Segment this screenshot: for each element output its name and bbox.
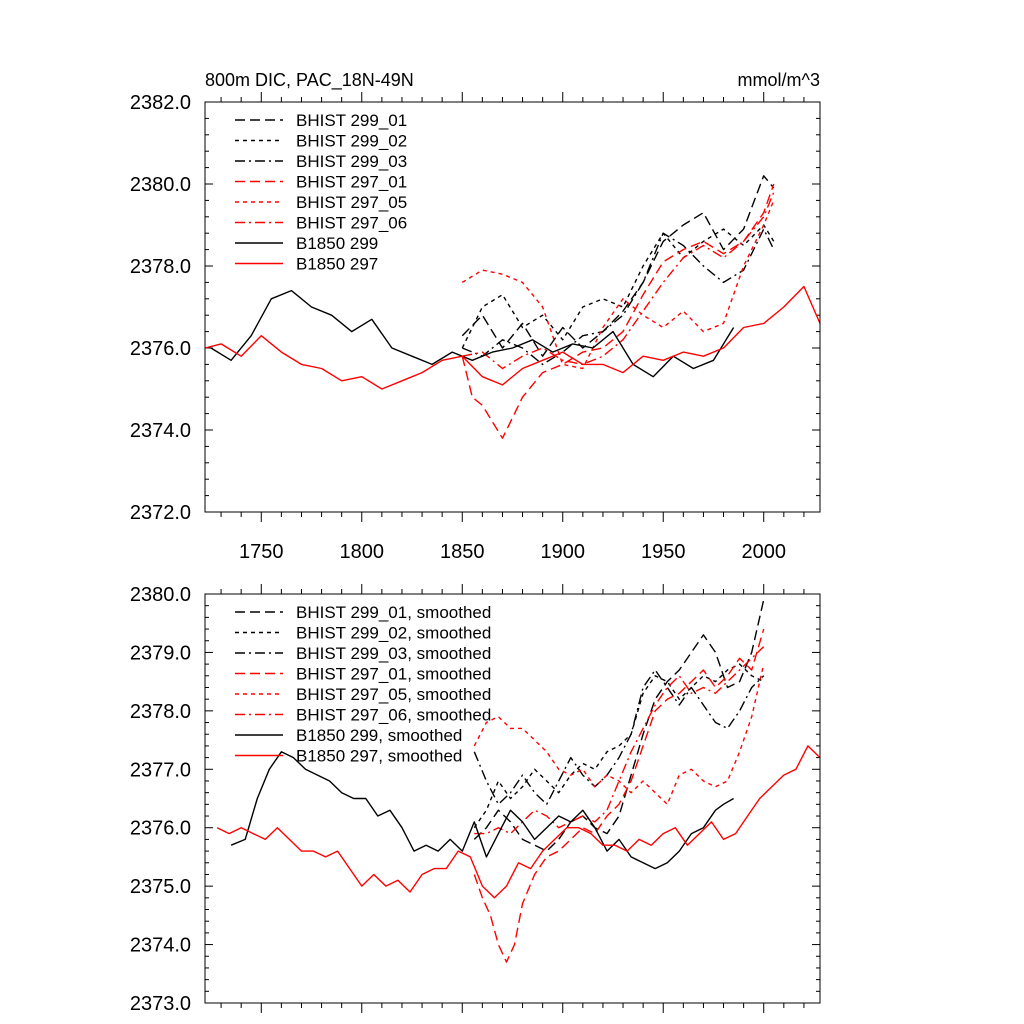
legend-label: BHIST 297_06, smoothed bbox=[296, 706, 491, 725]
x-tick-label: 2000 bbox=[741, 541, 786, 563]
y-tick-label: 2376.0 bbox=[130, 338, 191, 360]
top-panel: 800m DIC, PAC_18N-49N mmol/m^3 2372.0237… bbox=[130, 70, 821, 563]
legend-label: BHIST 297_05, smoothed bbox=[296, 685, 491, 704]
series-line bbox=[462, 228, 775, 366]
top-panel-axes: 2372.0 2374.0 2376.0 2378.0 2380.0 2382.0 1750… bbox=[130, 92, 820, 563]
y-tick-label: 2379.0 bbox=[130, 642, 191, 664]
legend-label: BHIST 299_01 bbox=[296, 111, 407, 130]
series-line bbox=[216, 745, 821, 899]
series-line bbox=[473, 663, 765, 805]
top-panel-frame bbox=[204, 101, 821, 513]
series-line bbox=[474, 646, 765, 835]
x-tick-label: 1750 bbox=[239, 541, 284, 563]
bottom-panel-axes: 2373.0 2374.0 2375.0 2376.0 2377.0 2378.0 2379… bbox=[130, 584, 820, 1015]
y-tick-label: 2378.0 bbox=[130, 256, 191, 278]
top-panel-units: mmol/m^3 bbox=[738, 70, 820, 90]
series-line bbox=[230, 751, 734, 870]
series-line bbox=[461, 224, 775, 349]
series-line bbox=[473, 663, 765, 829]
bottom-panel-frame bbox=[204, 593, 821, 1004]
y-tick-label: 2378.0 bbox=[130, 701, 191, 723]
y-tick-label: 2376.0 bbox=[130, 818, 191, 840]
legend-label: BHIST 299_02 bbox=[296, 132, 407, 151]
legend-label: BHIST 299_03 bbox=[296, 152, 407, 171]
y-tick-label: 2380.0 bbox=[130, 584, 191, 606]
series-line bbox=[461, 200, 775, 370]
legend-label: B1850 297 bbox=[296, 255, 378, 274]
legend-label: B1850 299, smoothed bbox=[296, 726, 462, 745]
series-line bbox=[473, 628, 765, 963]
x-tick-label: 1850 bbox=[440, 541, 485, 563]
top-panel-series bbox=[204, 175, 821, 439]
x-tick-label: 1950 bbox=[641, 541, 686, 563]
legend-label: B1850 297, smoothed bbox=[296, 747, 462, 766]
y-tick-label: 2382.0 bbox=[130, 92, 191, 114]
y-tick-label: 2372.0 bbox=[130, 502, 191, 524]
series-line bbox=[461, 175, 775, 357]
series-line bbox=[462, 191, 775, 370]
legend-label: B1850 299 bbox=[296, 234, 378, 253]
y-tick-label: 2374.0 bbox=[130, 935, 191, 957]
series-line bbox=[461, 183, 775, 439]
top-panel-title: 800m DIC, PAC_18N-49N bbox=[205, 70, 414, 91]
legend-label: BHIST 297_06 bbox=[296, 214, 407, 233]
y-tick-label: 2377.0 bbox=[130, 759, 191, 781]
legend-label: BHIST 299_02, smoothed bbox=[296, 624, 491, 643]
legend-label: BHIST 299_01, smoothed bbox=[296, 603, 491, 622]
y-tick-label: 2374.0 bbox=[130, 420, 191, 442]
y-tick-label: 2375.0 bbox=[130, 876, 191, 898]
legend-label: BHIST 297_01 bbox=[296, 173, 407, 192]
bottom-panel-legend: BHIST 299_01, smoothed BHIST 299_02, smoo… bbox=[235, 603, 491, 766]
y-tick-label: 2373.0 bbox=[130, 993, 191, 1015]
x-tick-label: 1900 bbox=[540, 541, 585, 563]
series-line bbox=[210, 289, 735, 378]
series-line bbox=[204, 285, 821, 390]
series-line bbox=[473, 669, 765, 805]
x-tick-label: 1800 bbox=[340, 541, 385, 563]
legend-label: BHIST 297_05 bbox=[296, 193, 407, 212]
y-tick-label: 2380.0 bbox=[130, 174, 191, 196]
legend-label: BHIST 299_03, smoothed bbox=[296, 644, 491, 663]
bottom-panel: 2373.0 2374.0 2375.0 2376.0 2377.0 2378.0 2379… bbox=[130, 584, 821, 1015]
series-line bbox=[473, 599, 765, 852]
bottom-panel-series bbox=[216, 599, 821, 963]
legend-label: BHIST 297_01, smoothed bbox=[296, 665, 491, 684]
